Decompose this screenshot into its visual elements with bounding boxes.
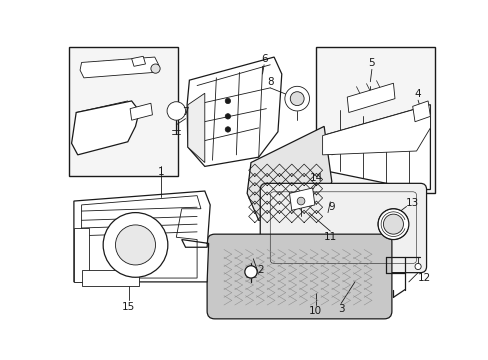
- Text: 8: 8: [266, 77, 273, 87]
- Circle shape: [285, 86, 309, 111]
- Text: 7: 7: [182, 108, 188, 117]
- Text: 4: 4: [414, 89, 421, 99]
- Bar: [68, 47, 178, 176]
- FancyBboxPatch shape: [207, 234, 391, 319]
- Polygon shape: [74, 228, 89, 282]
- Polygon shape: [289, 188, 314, 210]
- Bar: [316, 47, 434, 193]
- Polygon shape: [130, 103, 152, 120]
- FancyBboxPatch shape: [260, 183, 426, 273]
- Text: 9: 9: [328, 202, 334, 212]
- Circle shape: [225, 98, 230, 104]
- Circle shape: [225, 127, 230, 132]
- Circle shape: [297, 197, 305, 205]
- Circle shape: [414, 264, 420, 270]
- Polygon shape: [346, 83, 394, 112]
- Polygon shape: [246, 126, 331, 220]
- Circle shape: [115, 225, 155, 265]
- Circle shape: [225, 114, 230, 119]
- Circle shape: [383, 214, 403, 234]
- Circle shape: [103, 213, 167, 277]
- Text: 2: 2: [257, 265, 264, 275]
- Text: 5: 5: [368, 58, 374, 68]
- Polygon shape: [81, 270, 139, 286]
- Text: 11: 11: [323, 232, 336, 242]
- Text: 6: 6: [260, 54, 267, 64]
- Polygon shape: [80, 57, 158, 78]
- Polygon shape: [322, 105, 429, 155]
- Circle shape: [151, 64, 160, 73]
- Polygon shape: [187, 93, 204, 163]
- Circle shape: [377, 209, 408, 239]
- Circle shape: [244, 266, 257, 278]
- Polygon shape: [131, 56, 145, 66]
- Polygon shape: [412, 101, 429, 122]
- Circle shape: [290, 92, 304, 105]
- Polygon shape: [74, 191, 210, 282]
- Text: 14: 14: [309, 173, 323, 183]
- Polygon shape: [71, 101, 139, 155]
- Text: 3: 3: [337, 304, 344, 314]
- Text: 10: 10: [308, 306, 321, 316]
- Text: 1: 1: [157, 167, 164, 177]
- Text: 13: 13: [405, 198, 419, 208]
- Circle shape: [167, 102, 185, 120]
- Text: 12: 12: [417, 273, 430, 283]
- Polygon shape: [187, 57, 281, 166]
- Text: 15: 15: [122, 302, 135, 311]
- Polygon shape: [322, 105, 429, 189]
